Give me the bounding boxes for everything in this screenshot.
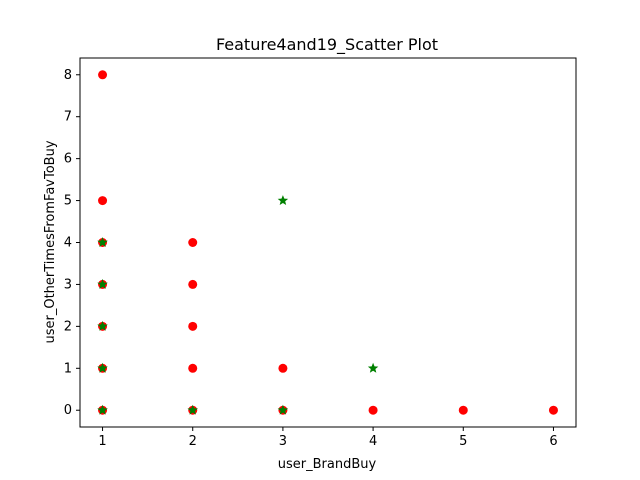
green-star-point	[97, 278, 108, 289]
red-circle-point	[368, 405, 378, 415]
red-circle-point	[458, 405, 468, 415]
y-tick-label: 4	[64, 236, 72, 251]
red-circle-point	[548, 405, 558, 415]
x-tick-label: 3	[279, 434, 287, 449]
x-tick-label: 6	[549, 434, 557, 449]
red-circle-point	[188, 279, 198, 289]
red-circle-point	[188, 321, 198, 331]
y-tick-label: 7	[64, 110, 72, 125]
red-circle-point	[188, 363, 198, 373]
x-axis-label: user_BrandBuy	[278, 457, 377, 472]
x-tick-label: 5	[459, 434, 467, 449]
green-star-point	[97, 404, 108, 415]
x-tick-label: 1	[98, 434, 106, 449]
y-tick-label: 8	[64, 68, 72, 83]
green-star-point	[97, 237, 108, 247]
red-circle-point	[98, 196, 108, 206]
y-tick-label: 2	[64, 319, 72, 334]
y-tick-label: 1	[64, 361, 72, 376]
y-axis-label: user_OtherTimesFromFavToBuy	[43, 140, 58, 343]
red-circle-point	[98, 70, 108, 80]
green-star-point	[277, 404, 289, 415]
x-tick-label: 4	[369, 434, 377, 449]
y-tick-label: 3	[64, 277, 72, 292]
y-axis: 0 1 2 3 4 5 6 7 8	[64, 68, 80, 418]
plot-area	[79, 57, 577, 428]
y-tick-label: 6	[64, 152, 72, 167]
y-tick-label: 5	[64, 194, 72, 209]
x-axis: 1 2 3 4 5 6	[98, 427, 558, 449]
green-star-point	[367, 362, 379, 373]
green-star-point	[97, 320, 108, 331]
data-points	[97, 70, 558, 415]
green-star-point	[97, 362, 108, 373]
x-tick-label: 2	[189, 434, 197, 449]
chart-title: Feature4and19_Scatter Plot	[216, 35, 438, 55]
y-tick-label: 0	[64, 403, 72, 418]
red-circle-point	[278, 363, 288, 373]
green-star-point	[277, 195, 289, 206]
green-star-point	[187, 404, 198, 415]
red-circle-point	[188, 238, 198, 247]
